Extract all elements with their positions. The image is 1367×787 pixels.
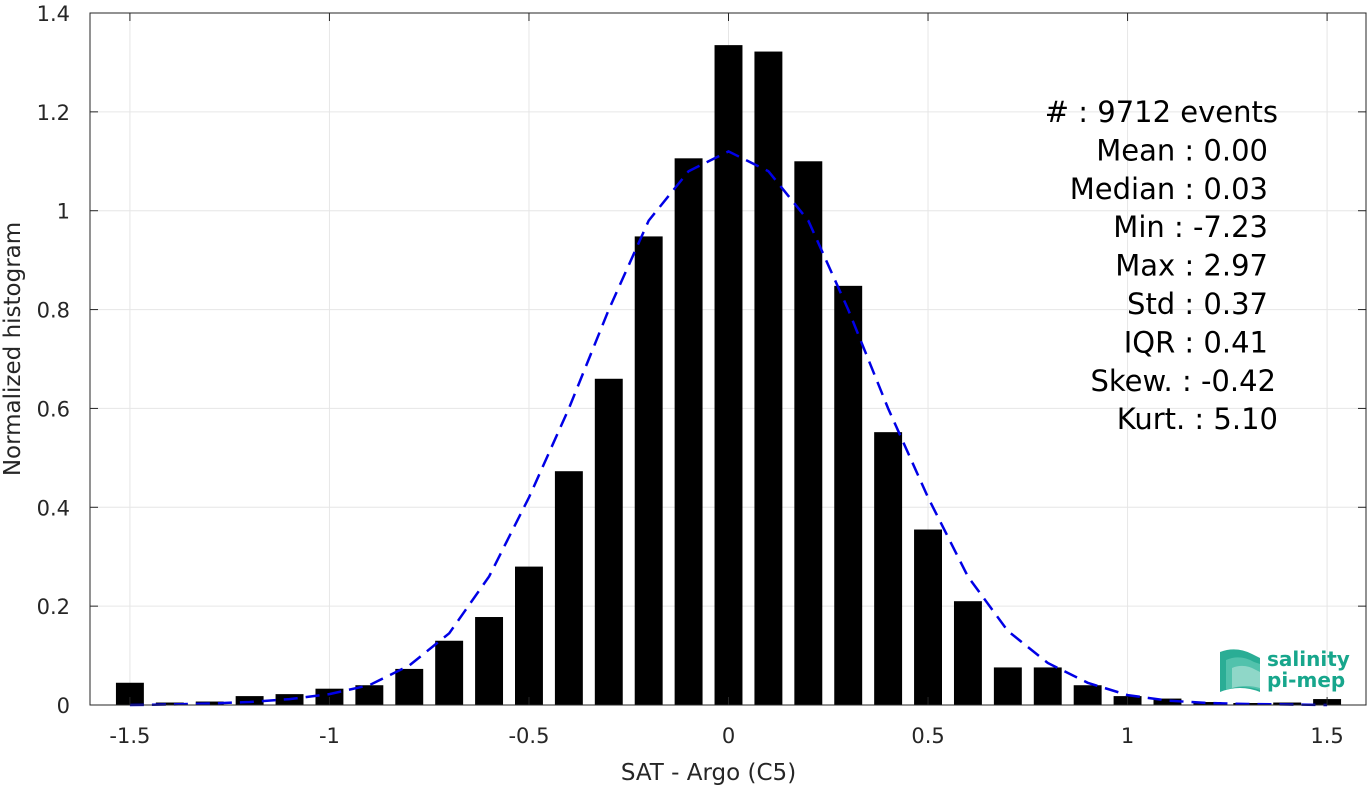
x-tick-label: 1 (1121, 724, 1134, 748)
stat-line: Mean : 0.00 (1096, 133, 1268, 167)
bar (554, 471, 583, 705)
bar (953, 601, 982, 705)
y-tick-label: 0 (57, 694, 70, 718)
logo-line2: pi-mep (1267, 668, 1345, 692)
gaussian-fit-line (129, 150, 1328, 707)
stat-line: Max : 2.97 (1115, 249, 1268, 283)
bar (475, 617, 504, 705)
bar (754, 51, 783, 706)
x-axis-ticks: -1.5 -1 -0.5 0 0.5 1 1.5 (109, 13, 1344, 748)
bar (714, 45, 743, 706)
y-axis-ticks: 0 0.2 0.4 0.6 0.8 1 1.2 1.4 (37, 2, 1366, 718)
y-tick-label: 0.2 (37, 595, 70, 619)
bar (515, 566, 543, 705)
bar (115, 682, 144, 705)
bar (794, 161, 823, 706)
bar (235, 696, 264, 705)
stat-line: # : 9712 events (1045, 95, 1278, 129)
x-axis-label: SAT - Argo (C5) (621, 760, 796, 786)
y-axis-label: Normalized histogram (0, 222, 26, 476)
bar (435, 640, 464, 705)
bar (634, 236, 663, 705)
bar (674, 158, 703, 705)
y-tick-label: 0.6 (37, 397, 70, 421)
bar (355, 685, 384, 705)
bar (1153, 698, 1182, 705)
stat-line: Min : -7.23 (1113, 210, 1268, 244)
logo-line1: salinity (1267, 647, 1350, 671)
statistics-box: # : 9712 events Mean : 0.00 Median : 0.03 M… (1045, 95, 1278, 436)
bar (993, 667, 1022, 705)
stat-line: Median : 0.03 (1070, 172, 1268, 206)
bar (834, 285, 863, 705)
bars (115, 45, 1342, 706)
x-tick-label: 1.5 (1310, 724, 1343, 748)
y-tick-label: 0.8 (37, 299, 70, 323)
bar (1033, 667, 1062, 705)
bar (1073, 685, 1102, 705)
bar (1193, 702, 1222, 705)
y-tick-label: 0.4 (37, 496, 70, 520)
y-tick-label: 1.4 (37, 2, 70, 26)
bar (395, 668, 424, 705)
bar (874, 432, 903, 705)
bar (155, 702, 184, 705)
x-tick-label: 0 (722, 724, 735, 748)
x-tick-label: 0.5 (911, 724, 944, 748)
stat-line: IQR : 0.41 (1124, 325, 1268, 359)
x-tick-label: -0.5 (508, 724, 549, 748)
bar (914, 529, 942, 705)
y-tick-label: 1 (57, 200, 70, 224)
x-tick-label: -1 (319, 724, 340, 748)
stat-line: Skew. : -0.42 (1090, 364, 1276, 398)
stat-line: Std : 0.37 (1127, 287, 1268, 321)
stat-line: Kurt. : 5.10 (1117, 402, 1278, 436)
x-tick-label: -1.5 (109, 724, 150, 748)
y-tick-label: 1.2 (37, 101, 70, 125)
bar (594, 378, 623, 705)
salinity-pi-mep-logo: salinity pi-mep (1220, 647, 1350, 692)
waves-icon (1220, 649, 1260, 692)
